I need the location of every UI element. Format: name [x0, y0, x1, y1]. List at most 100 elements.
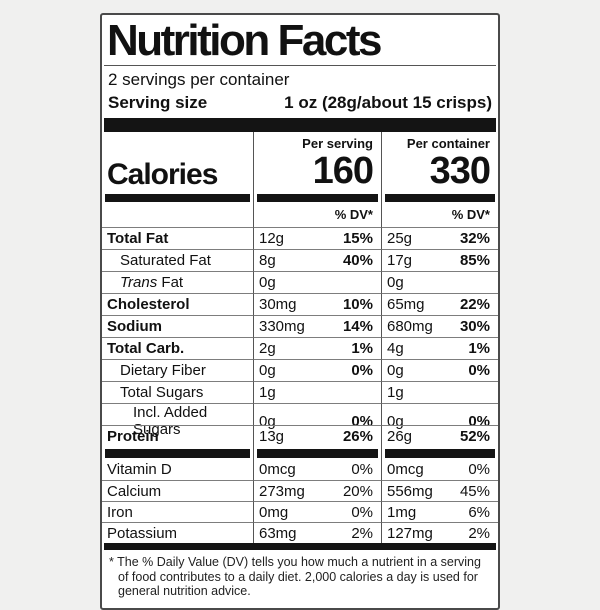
per-container-cell: 26g 52% — [381, 425, 498, 447]
serving-amount: 8g — [259, 252, 276, 269]
container-amount: 26g — [387, 428, 413, 445]
nutrient-name: Total Fat — [102, 227, 253, 249]
per-container-cell: 127mg 2% — [381, 522, 498, 543]
container-dv: 6% — [468, 503, 490, 521]
calories-label: Calories — [107, 158, 218, 191]
container-dv: 22% — [459, 296, 490, 313]
container-amount: 1g — [387, 384, 404, 401]
per-serving-cell: 1g — [253, 381, 381, 403]
nutrient-name: Vitamin D — [107, 461, 172, 478]
nutrient-name: Total Sugars — [102, 381, 253, 403]
footnote-text: * The % Daily Value (DV) tells you how m… — [109, 555, 481, 598]
per-container-cell: 1g — [381, 381, 498, 403]
container-amount: 680mg — [387, 318, 433, 335]
nutrient-name: Calcium — [102, 480, 253, 501]
per-serving-cell: 2g 1% — [253, 337, 381, 359]
serving-dv: 1% — [351, 340, 373, 357]
servings-per-container: 2 servings per container — [108, 70, 290, 89]
per-serving-cell: 0mcg 0% — [253, 459, 381, 480]
calories-underline-bar-left — [102, 192, 253, 204]
nutrient-row: Total Fat 12g 15% 25g 32% — [102, 227, 498, 249]
container-dv: 2% — [468, 524, 490, 542]
micronutrient-row: Vitamin D 0mcg 0% 0mcg 0% — [102, 459, 498, 480]
serving-size-value: 1 oz (28g/about 15 crisps) — [284, 93, 492, 112]
per-serving-cell: 12g 15% — [253, 227, 381, 249]
container-amount: 0g — [387, 362, 404, 379]
per-container-cell: 0mcg 0% — [381, 459, 498, 480]
nutrient-row: Total Carb. 2g 1% 4g 1% — [102, 337, 498, 359]
container-amount: 0mcg — [387, 461, 424, 478]
serving-size-label: Serving size — [108, 93, 208, 112]
nutrient-row: Protein 13g 26% 26g 52% — [102, 425, 498, 447]
per-serving-cell: 0g 0% — [253, 359, 381, 381]
nutrient-name: Trans Fat — [102, 271, 253, 293]
calories-underline-bar-right — [381, 192, 498, 204]
thick-divider-bar-top — [104, 118, 496, 132]
container-amount: 127mg — [387, 524, 433, 542]
nutrient-name: Dietary Fiber — [102, 359, 253, 381]
per-container-header: Per container — [381, 132, 498, 151]
serving-amount: 2g — [259, 340, 276, 357]
serving-dv: 10% — [342, 296, 373, 313]
container-amount: 25g — [387, 230, 413, 247]
dv-header-per-serving: % DV* — [253, 204, 381, 227]
serving-amount: 0g — [259, 362, 276, 379]
container-dv: 32% — [459, 230, 490, 247]
nutrient-row: Dietary Fiber 0g 0% 0g 0% — [102, 359, 498, 381]
calories-section: Calories Per serving Per container 160 3… — [102, 132, 498, 227]
dv-header-per-container: % DV* — [381, 204, 498, 227]
per-container-cell: 4g 1% — [381, 337, 498, 359]
nutrient-name: Cholesterol — [102, 293, 253, 315]
protein-bar-right — [381, 447, 498, 459]
calories-underline-bar-middle — [253, 192, 381, 204]
nutrient-name: Protein — [102, 425, 253, 447]
per-serving-cell: 63mg 2% — [253, 522, 381, 543]
serving-amount: 12g — [259, 230, 285, 247]
nutrient-row: Trans Fat 0g 0g — [102, 271, 498, 293]
container-amount: 1mg — [387, 503, 417, 521]
calories-per-container-value: 330 — [381, 151, 498, 192]
container-amount: 0g — [387, 274, 404, 291]
serving-dv: 0% — [351, 362, 373, 379]
nutrient-row: Incl. Added Sugars 0g 0% 0g 0% — [102, 403, 498, 438]
per-container-cell: 556mg 45% — [381, 480, 498, 501]
serving-dv: 14% — [342, 318, 373, 335]
per-container-cell: 65mg 22% — [381, 293, 498, 315]
container-amount: 4g — [387, 340, 404, 357]
container-dv: 52% — [459, 428, 490, 445]
nutrient-row: Cholesterol 30mg 10% 65mg 22% — [102, 293, 498, 315]
nutrient-row: Total Sugars 1g 1g — [102, 381, 498, 403]
per-serving-cell: 0mg 0% — [253, 501, 381, 522]
label-title: Nutrition Facts — [107, 16, 382, 65]
serving-dv: 26% — [342, 428, 373, 445]
serving-size-row: Serving size 1 oz (28g/about 15 crisps) — [102, 91, 498, 118]
dv-header-spacer — [102, 204, 253, 227]
micronutrient-row: Calcium 273mg 20% 556mg 45% — [102, 480, 498, 501]
protein-bar-left — [102, 447, 253, 459]
per-container-cell: 25g 32% — [381, 227, 498, 249]
serving-amount: 273mg — [259, 482, 305, 500]
container-dv: 0% — [468, 461, 490, 478]
per-container-cell: 17g 85% — [381, 249, 498, 271]
per-serving-cell: 30mg 10% — [253, 293, 381, 315]
per-serving-cell: 273mg 20% — [253, 480, 381, 501]
nutrition-facts-label: Nutrition Facts 2 servings per container… — [100, 13, 500, 610]
thick-divider-bar-bottom — [104, 543, 496, 550]
serving-amount: 330mg — [259, 318, 305, 335]
serving-dv: 2% — [351, 524, 373, 542]
serving-amount: 0mg — [259, 503, 289, 521]
serving-amount: 63mg — [259, 524, 297, 542]
container-dv: 45% — [459, 482, 490, 500]
nutrient-row: Saturated Fat 8g 40% 17g 85% — [102, 249, 498, 271]
per-serving-cell: 330mg 14% — [253, 315, 381, 337]
per-serving-cell: 13g 26% — [253, 425, 381, 447]
micronutrient-rows: Vitamin D 0mcg 0% 0mcg 0% Calcium 273mg … — [102, 459, 498, 543]
container-dv: 1% — [468, 340, 490, 357]
container-amount: 65mg — [387, 296, 425, 313]
serving-dv: 0% — [351, 461, 373, 478]
protein-divider-bar-row — [102, 447, 498, 459]
per-serving-header: Per serving — [253, 132, 381, 151]
italic-nutrient-prefix: Trans — [120, 274, 158, 291]
nutrient-row: Sodium 330mg 14% 680mg 30% — [102, 315, 498, 337]
nutrient-name: Saturated Fat — [102, 249, 253, 271]
